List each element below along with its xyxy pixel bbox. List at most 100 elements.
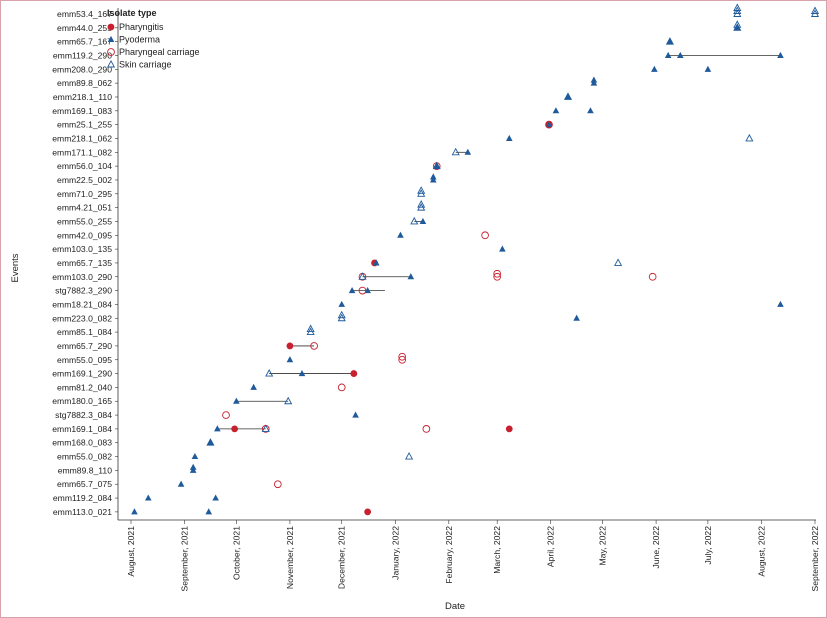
y-tick-label: emm208.0_290 [52,64,112,74]
skin-point [733,20,742,28]
pyoderma-point [777,300,784,307]
x-tick-label: September, 2022 [810,526,820,592]
y-tick-label: emm71.0_295 [57,189,112,199]
y-tick-label: emm218.1_110 [53,92,112,102]
y-tick-label: emm169.1_083 [52,106,112,116]
pyoderma-point [205,508,213,515]
y-tick-label: emm103.0_135 [52,244,112,254]
pharyngitis-point [350,370,358,377]
pharyngitis-point [505,425,513,433]
skin-point [405,452,414,460]
pyoderma-point [131,508,138,515]
legend-pyoderma-symbol [107,35,115,42]
skin-point [284,396,293,405]
y-tick-label: emm119.2_084 [53,493,112,503]
event-links [217,55,781,430]
y-tick-label: emm65.7_167 [57,37,112,47]
pyoderma-point [664,51,672,58]
y-tick-label: emm81.2_040 [57,382,112,392]
y-tick-label: emm18.21_084 [52,299,112,309]
y-tick-label: emm44.0_255 [57,23,112,33]
skin-point [410,216,419,225]
pyoderma-point [191,452,199,460]
pyoderma-point [564,93,572,100]
pyoderma-point [298,369,306,377]
legend-skin-label: Skin carriage [119,60,172,70]
pyoderma-point [397,231,404,238]
pyoderma-point [651,65,658,72]
pyoderma-point [573,314,580,321]
pharyngeal-point [648,272,657,281]
pyoderma-point [250,383,257,390]
pharyngeal-point [398,355,407,364]
x-tick-label: October, 2021 [231,526,241,580]
y-tick-label: emm56.0_104 [57,161,112,171]
y-tick-label: emm169.1_290 [52,369,112,379]
y-tick-label: emm65.7_290 [57,341,112,351]
x-tick-label: September, 2021 [180,526,190,592]
axes: emm113.0_021 emm119.2_084 emm65.7_075 emm89… [52,8,820,591]
pyoderma-point [419,217,427,224]
pyoderma-point [233,397,240,404]
skin-point [432,161,441,170]
y-tick-label: emm113.0_021 [53,507,112,517]
skin-point [810,6,820,14]
x-tick-label: November, 2021 [285,526,295,589]
x-tick-label: July, 2022 [703,526,713,565]
skin-point [451,147,460,156]
pyoderma-point [189,463,197,470]
y-tick-label: emm169.1_084 [52,424,112,434]
y-tick-label: emm55.0_095 [57,355,112,365]
pyoderma-point [212,494,219,501]
x-tick-label: June, 2022 [651,526,661,569]
y-tick-label: emm171.1_082 [52,147,112,157]
legend-pharyngitis-symbol [107,23,115,31]
pyoderma-point [286,356,294,363]
skin-point [265,369,274,377]
pyoderma-point [552,107,560,114]
y-tick-label: emm180.0_165 [52,396,112,406]
pharyngeal-point [398,352,407,361]
y-tick-label: emm168.0_083 [52,438,112,448]
legend: Isolate type Pharyngitis Pyoderma Pharynge… [106,8,200,70]
pharyngitis-point [231,425,239,433]
pharyngeal-point [422,425,431,433]
y-tick-label: emm223.0_082 [52,313,112,323]
legend-skin-symbol [106,59,116,68]
y-tick-label: emm25.1_255 [57,120,112,130]
skin-point [417,186,426,194]
y-tick-label: emm89.8_062 [57,78,112,88]
pharyngeal-point [493,269,502,278]
pyoderma-point [348,287,356,294]
x-tick-label: March, 2022 [492,526,502,574]
pyoderma-point [407,273,415,280]
pharyngeal-point [493,272,502,281]
legend-title: Isolate type [107,8,157,18]
pharyngitis-point [286,342,294,350]
pharyngitis-point [364,508,372,516]
y-tick-label: emm89.8_110 [58,465,113,475]
pyoderma-point [338,300,346,307]
skin-point [745,133,754,142]
pyoderma-point [429,173,437,180]
skin-point [358,272,367,280]
y-tick-label: emm65.7_075 [57,479,112,489]
legend-pyoderma-label: Pyoderma [119,35,160,45]
pharyngeal-point [310,342,318,350]
x-tick-label: April, 2022 [546,526,556,567]
y-tick-label: emm22.5_002 [57,175,112,185]
x-tick-label: May, 2022 [598,526,608,566]
y-tick-label: emm103.0_290 [52,272,112,282]
pyoderma-point [676,51,684,58]
data-markers [131,3,820,516]
skin-point [206,438,215,446]
pyoderma-point [590,76,598,83]
pyoderma-point [666,38,674,45]
y-tick-label: emm85.1_084 [57,327,112,337]
pyoderma-point [505,134,513,141]
y-tick-label: emm53.4_167 [57,9,112,19]
x-axis-title: Date [445,601,465,612]
pyoderma-point [499,245,506,252]
x-tick-label: August, 2021 [126,526,136,577]
